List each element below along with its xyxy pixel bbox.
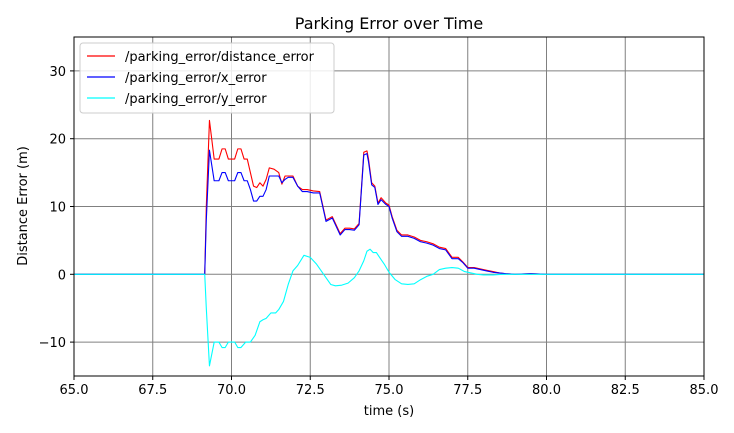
y-axis-label: Distance Error (m) xyxy=(16,146,31,266)
x-tick-label: 80.0 xyxy=(532,383,561,398)
x-tick-label: 85.0 xyxy=(690,383,719,398)
series-line-0 xyxy=(74,119,704,275)
y-tick-label: −10 xyxy=(39,336,66,351)
legend-label: /parking_error/y_error xyxy=(125,92,267,107)
y-tick-label: 0 xyxy=(58,268,66,283)
ticks: 65.0 67.5 70.0 72.5 75.0 77.5 80.0 82.5 85.0 −10 0… xyxy=(39,65,719,398)
legend-label: /parking_error/distance_error xyxy=(125,50,315,65)
x-tick-label: 77.5 xyxy=(453,383,482,398)
x-tick-label: 72.5 xyxy=(296,383,325,398)
series-line-1 xyxy=(74,149,704,275)
x-tick-label: 65.0 xyxy=(60,383,89,398)
y-tick-label: 20 xyxy=(49,133,66,148)
x-tick-label: 67.5 xyxy=(138,383,167,398)
chart-title: Parking Error over Time xyxy=(295,14,483,33)
y-tick-label: 30 xyxy=(49,65,66,80)
series-line-2 xyxy=(74,248,704,367)
legend-box xyxy=(79,42,335,114)
x-tick-label: 70.0 xyxy=(217,383,246,398)
x-tick-label: 75.0 xyxy=(375,383,404,398)
legend: /parking_error/distance_error/parking_er… xyxy=(79,42,335,114)
plot-lines xyxy=(74,119,704,367)
x-tick-label: 82.5 xyxy=(611,383,640,398)
x-axis-label: time (s) xyxy=(364,404,414,419)
legend-label: /parking_error/x_error xyxy=(125,71,267,86)
y-tick-label: 10 xyxy=(49,201,66,216)
